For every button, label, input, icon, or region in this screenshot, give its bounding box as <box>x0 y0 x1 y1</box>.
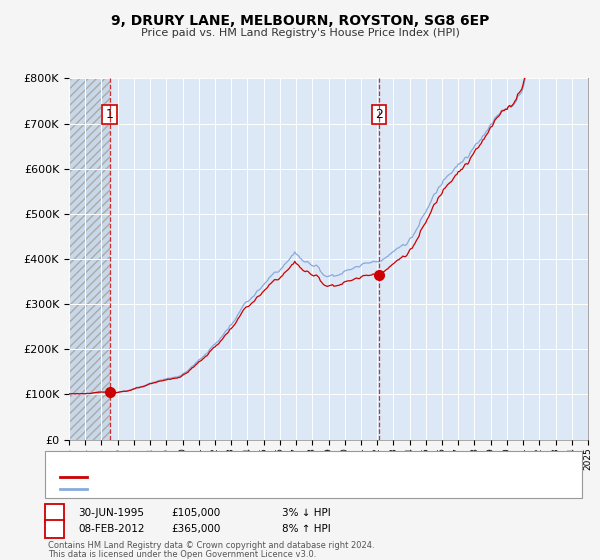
Text: 8% ↑ HPI: 8% ↑ HPI <box>282 524 331 534</box>
Text: 2: 2 <box>375 108 383 121</box>
Text: HPI: Average price, detached house, South Cambridgeshire: HPI: Average price, detached house, Sout… <box>91 484 387 494</box>
Bar <box>69 78 110 440</box>
Text: £365,000: £365,000 <box>171 524 220 534</box>
Text: £105,000: £105,000 <box>171 508 220 518</box>
Text: 30-JUN-1995: 30-JUN-1995 <box>78 508 144 518</box>
Text: 2: 2 <box>51 524 58 534</box>
Text: Contains HM Land Registry data © Crown copyright and database right 2024.: Contains HM Land Registry data © Crown c… <box>48 541 374 550</box>
Text: 1: 1 <box>106 108 113 121</box>
Text: Price paid vs. HM Land Registry's House Price Index (HPI): Price paid vs. HM Land Registry's House … <box>140 28 460 38</box>
Text: 9, DRURY LANE, MELBOURN, ROYSTON, SG8 6EP (detached house): 9, DRURY LANE, MELBOURN, ROYSTON, SG8 6E… <box>91 472 424 482</box>
Text: 08-FEB-2012: 08-FEB-2012 <box>78 524 145 534</box>
Text: 3% ↓ HPI: 3% ↓ HPI <box>282 508 331 518</box>
Text: This data is licensed under the Open Government Licence v3.0.: This data is licensed under the Open Gov… <box>48 550 316 559</box>
Text: 9, DRURY LANE, MELBOURN, ROYSTON, SG8 6EP: 9, DRURY LANE, MELBOURN, ROYSTON, SG8 6E… <box>111 14 489 28</box>
Text: 1: 1 <box>51 508 58 518</box>
